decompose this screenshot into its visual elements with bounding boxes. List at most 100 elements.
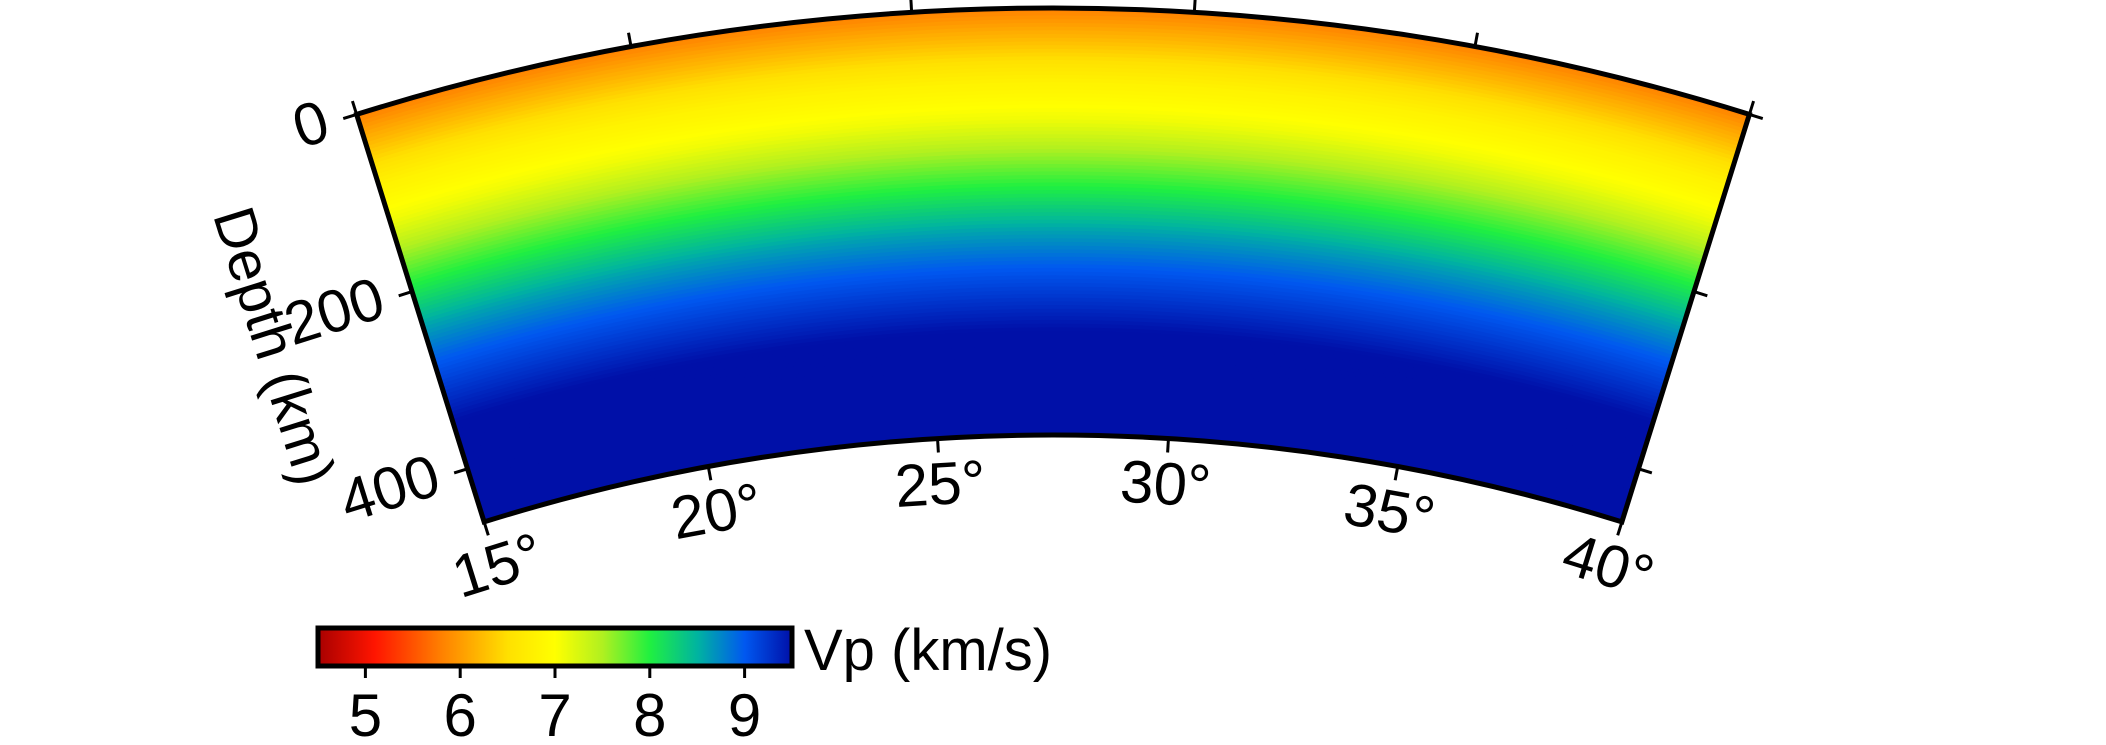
velocity-band [444,423,1662,522]
colorbar-tick-label: 8 [633,682,666,745]
velocity-band [356,11,1750,137]
colorbar-title: Vp (km/s) [804,618,1052,683]
velocity-band [364,171,1742,289]
velocity-band [356,123,1750,243]
velocity-band [356,56,1750,180]
velocity-field [356,8,1750,522]
velocity-band [426,368,1680,475]
depth-tick-left [342,112,358,121]
velocity-band [356,52,1750,176]
velocity-band [419,345,1687,454]
velocity-band [373,201,1733,317]
angle-tick-bottom [1393,466,1400,481]
velocity-band [414,331,1692,440]
velocity-band [388,249,1718,363]
section-outline [353,5,1753,526]
angle-tick-bottom [936,438,940,453]
velocity-band [372,197,1734,313]
colorbar-tick-label: 9 [728,682,761,745]
velocity-band [359,156,1747,275]
velocity-band [427,371,1679,479]
velocity-band [417,338,1689,447]
colorbar-tick-label: 6 [444,682,477,745]
velocity-band [379,219,1727,335]
velocity-band [356,59,1750,183]
angle-tick-top [1192,0,1197,13]
velocity-band [425,364,1681,472]
velocity-band [433,390,1673,496]
velocity-band [420,349,1686,458]
velocity-band [356,134,1750,254]
velocity-band [410,316,1696,426]
velocity-band [404,297,1702,408]
velocity-band [371,193,1735,310]
angle-axis: 15° 20° 25° 30° 35° 40° [350,0,1756,611]
depth-tick-label: 0 [285,87,337,161]
velocity-band [400,286,1706,398]
velocity-band [438,405,1668,511]
angle-tick-label: 25° [893,448,988,520]
velocity-band [378,215,1728,331]
velocity-band [356,100,1750,222]
velocity-band [356,30,1750,155]
angle-tick-label: 15° [444,520,551,611]
angle-tick-bottom [1616,521,1624,536]
velocity-band [385,238,1721,352]
velocity-band [356,45,1750,169]
velocity-band [365,175,1741,292]
velocity-band [356,37,1750,162]
velocity-band [356,82,1750,204]
velocity-band [401,290,1705,401]
velocity-band [391,256,1715,370]
velocity-band [356,15,1750,141]
velocity-band [380,223,1726,338]
velocity-band [439,409,1667,514]
velocity-band [424,360,1682,468]
velocity-band [356,63,1750,187]
velocity-band [416,334,1690,444]
velocity-band [381,227,1725,342]
velocity-band [356,108,1750,229]
velocity-band [356,86,1750,208]
velocity-band [356,33,1750,159]
velocity-band [399,282,1707,394]
velocity-band [418,342,1688,451]
depth-tick-label: 400 [332,441,448,535]
velocity-band [356,112,1750,232]
velocity-band [356,138,1750,257]
velocity-band [413,327,1693,437]
velocity-band [405,301,1701,412]
velocity-band [356,141,1750,261]
velocity-band [356,115,1750,236]
angle-tick-top [350,100,359,115]
velocity-band [358,152,1748,271]
velocity-band [383,230,1723,345]
velocity-band [434,394,1672,500]
angle-tick-top [1747,100,1756,115]
velocity-band [407,308,1699,419]
velocity-band [412,323,1694,433]
angle-tick-bottom [1166,438,1170,453]
velocity-band [356,71,1750,194]
velocity-band [356,126,1750,247]
depth-tick-right [1693,290,1708,298]
angle-tick-bottom [706,466,713,481]
velocity-band [356,97,1750,218]
velocity-band [406,305,1700,416]
velocity-band [440,412,1666,518]
velocity-band [356,67,1750,190]
velocity-band [366,178,1740,296]
velocity-band [374,204,1732,320]
velocity-band [437,401,1669,507]
velocity-band [356,41,1750,166]
velocity-band [377,212,1729,327]
angle-tick-label: 35° [1339,470,1440,552]
colorbar-tick-label: 5 [349,682,382,745]
velocity-band [370,189,1736,306]
velocity-band [445,427,1661,522]
depth-tick-right [1748,112,1764,121]
velocity-band [386,241,1720,356]
velocity-band [421,353,1685,461]
